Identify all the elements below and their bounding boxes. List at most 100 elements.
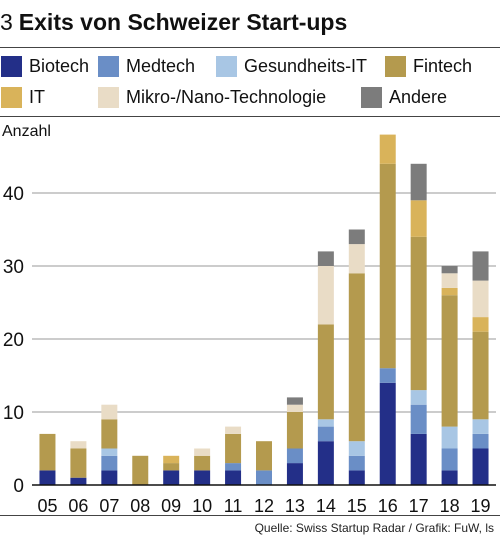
bar-segment-15-0 bbox=[348, 470, 365, 485]
bar-segment-10-3 bbox=[194, 455, 211, 471]
bar-segment-10-0 bbox=[194, 470, 211, 485]
x-tick-label-10: 10 bbox=[192, 496, 212, 516]
bar-segment-14-1 bbox=[317, 426, 334, 442]
legend-swatch-biotech bbox=[1, 56, 22, 77]
x-tick-label-09: 09 bbox=[161, 496, 181, 516]
bar-segment-14-2 bbox=[317, 419, 334, 427]
chart-title-block: 3 Exits von Schweizer Start-ups bbox=[0, 8, 347, 36]
bar-segment-17-6 bbox=[410, 163, 427, 201]
legend-swatch-it bbox=[1, 87, 22, 108]
x-tick-label-12: 12 bbox=[254, 496, 274, 516]
x-tick-label-07: 07 bbox=[99, 496, 119, 516]
bar-segment-18-5 bbox=[441, 273, 458, 288]
legend-swatch-andere bbox=[361, 87, 382, 108]
bar-segment-07-5 bbox=[101, 404, 118, 420]
bar-segment-11-1 bbox=[225, 463, 242, 471]
legend-label-medtech: Medtech bbox=[126, 56, 196, 76]
x-tick-label-17: 17 bbox=[409, 496, 429, 516]
bar-segment-18-6 bbox=[441, 266, 458, 274]
legend-item-it: IT bbox=[1, 87, 45, 108]
legend-item-biotech: Biotech bbox=[1, 56, 89, 77]
bar-segment-17-4 bbox=[410, 200, 427, 237]
bar-segment-05-0 bbox=[39, 470, 56, 485]
chart-number: 3 bbox=[0, 9, 13, 35]
bar-segment-15-3 bbox=[348, 273, 365, 442]
legend-label-andere: Andere bbox=[389, 87, 448, 107]
bar-segment-07-3 bbox=[101, 419, 118, 449]
legend-item-fintech: Fintech bbox=[385, 56, 472, 77]
legend-label-biotech: Biotech bbox=[29, 56, 90, 76]
x-tick-label-05: 05 bbox=[37, 496, 57, 516]
bar-segment-08-3 bbox=[132, 455, 149, 485]
legend-label-it: IT bbox=[29, 87, 45, 107]
bar-segment-13-6 bbox=[286, 397, 303, 405]
bar-segment-09-3 bbox=[163, 463, 180, 471]
bar-segment-11-0 bbox=[225, 470, 242, 485]
bar-segment-19-2 bbox=[472, 419, 489, 434]
x-tick-label-16: 16 bbox=[378, 496, 398, 516]
x-tick-label-15: 15 bbox=[347, 496, 367, 516]
bar-segment-11-5 bbox=[225, 426, 242, 434]
legend-swatch-medtech bbox=[98, 56, 119, 77]
x-tick-label-13: 13 bbox=[285, 496, 305, 516]
bar-segment-18-2 bbox=[441, 426, 458, 449]
legend-item-gesundheits-it: Gesundheits-IT bbox=[216, 56, 367, 77]
chart-title: Exits von Schweizer Start-ups bbox=[18, 9, 348, 35]
x-tick-label-11: 11 bbox=[224, 496, 243, 516]
bar-segment-14-0 bbox=[317, 441, 334, 485]
bar-segment-11-3 bbox=[225, 433, 242, 464]
bar-segment-18-0 bbox=[441, 470, 458, 485]
bar-segment-16-1 bbox=[379, 368, 396, 383]
bar-segment-17-0 bbox=[410, 433, 427, 485]
bar-segment-19-1 bbox=[472, 433, 489, 449]
bar-segment-13-0 bbox=[286, 463, 303, 485]
bar-segment-14-3 bbox=[317, 324, 334, 420]
bar-segment-16-0 bbox=[379, 382, 396, 485]
bar-segment-15-2 bbox=[348, 441, 365, 456]
bottom-rule bbox=[0, 515, 500, 516]
bar-segment-06-5 bbox=[70, 441, 87, 449]
x-tick-label-14: 14 bbox=[316, 496, 336, 516]
bar-segment-13-5 bbox=[286, 404, 303, 412]
bar-segment-07-0 bbox=[101, 470, 118, 485]
bar-segment-17-3 bbox=[410, 236, 427, 391]
bar-segment-06-3 bbox=[70, 448, 87, 478]
top-rule bbox=[0, 47, 500, 48]
legend-item-medtech: Medtech bbox=[98, 56, 195, 77]
x-tick-label-19: 19 bbox=[471, 496, 491, 516]
bar-segment-17-1 bbox=[410, 404, 427, 434]
x-tick-label-06: 06 bbox=[68, 496, 88, 516]
bar-segment-19-0 bbox=[472, 448, 489, 485]
bar-segment-18-4 bbox=[441, 287, 458, 296]
bar-segment-18-3 bbox=[441, 295, 458, 427]
bar-segment-10-5 bbox=[194, 448, 211, 456]
bar-segment-16-3 bbox=[379, 163, 396, 369]
bar-segment-19-6 bbox=[472, 251, 489, 281]
bar-segment-19-3 bbox=[472, 331, 489, 420]
legend-label-gesundheits-it: Gesundheits-IT bbox=[244, 56, 368, 76]
bar-segment-19-4 bbox=[472, 317, 489, 332]
bar-segment-17-2 bbox=[410, 390, 427, 405]
bar-segment-07-2 bbox=[101, 448, 118, 456]
bar-segment-13-3 bbox=[286, 412, 303, 449]
bar-segment-14-5 bbox=[317, 266, 334, 325]
bar-segment-06-0 bbox=[70, 477, 87, 485]
y-tick-label-20: 20 bbox=[3, 330, 24, 351]
y-tick-label-0: 0 bbox=[13, 476, 24, 497]
bar-segment-09-0 bbox=[163, 470, 180, 485]
legend-item-mikro-nano: Mikro-/Nano-Technologie bbox=[98, 87, 326, 108]
bar-segment-13-1 bbox=[286, 448, 303, 464]
bar-segment-18-1 bbox=[441, 448, 458, 471]
legend-rule bbox=[0, 116, 500, 117]
y-tick-label-30: 30 bbox=[3, 257, 24, 278]
legend-swatch-mikro-nano bbox=[98, 87, 119, 108]
bar-segment-12-1 bbox=[256, 470, 272, 485]
x-tick-label-08: 08 bbox=[130, 496, 150, 516]
bar-segment-16-4 bbox=[379, 134, 396, 164]
bar-segment-05-3 bbox=[39, 433, 56, 471]
y-tick-label-40: 40 bbox=[3, 184, 24, 205]
bar-segment-12-3 bbox=[256, 441, 272, 471]
source-note: Quelle: Swiss Startup Radar / Grafik: Fu… bbox=[254, 521, 494, 535]
bar-segment-15-1 bbox=[348, 455, 365, 471]
x-tick-label-18: 18 bbox=[440, 496, 460, 516]
